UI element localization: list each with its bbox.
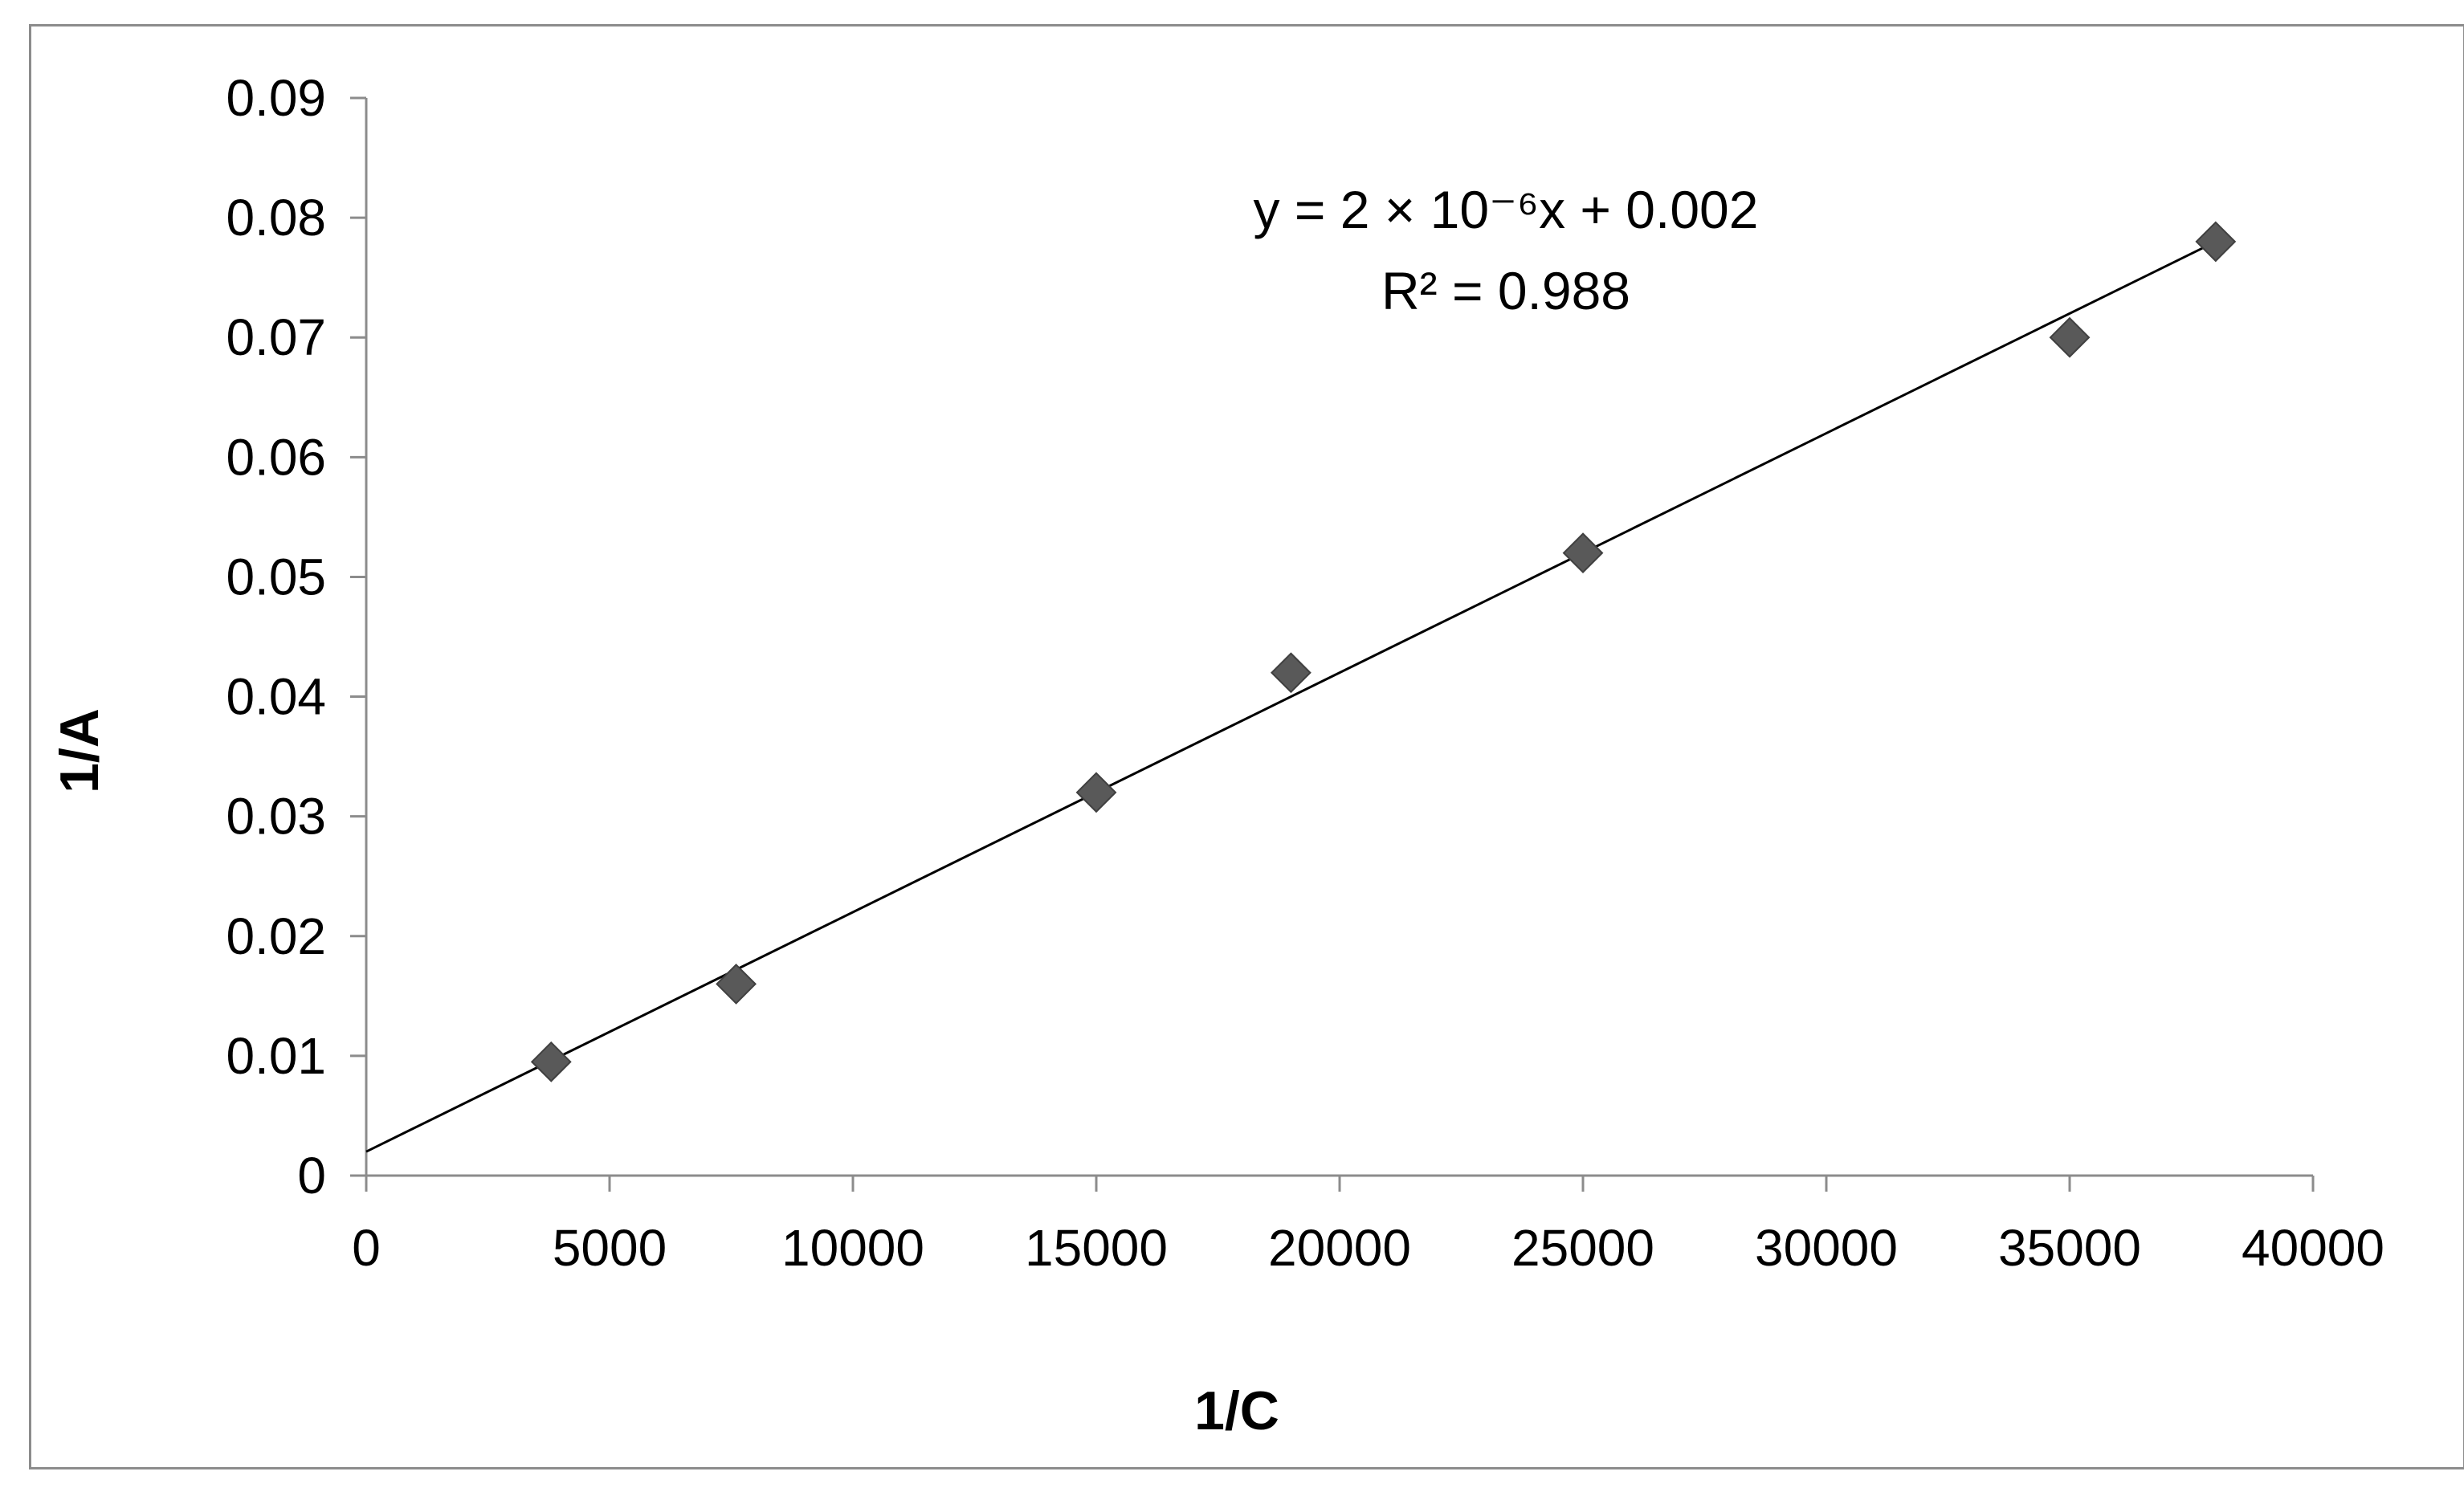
trendline-group (365, 240, 2217, 1153)
r-squared-label: R² = 0.988 (1381, 261, 1630, 320)
x-tick-label: 20000 (1268, 1219, 1411, 1277)
x-tick-label: 15000 (1025, 1219, 1168, 1277)
y-tick-label: 0.03 (226, 788, 326, 846)
y-tick-label: 0.02 (226, 907, 326, 965)
x-tick-label: 0 (352, 1219, 381, 1277)
data-point-marker (2195, 221, 2237, 263)
trendline-equation: y = 2 × 10⁻⁶x + 0.002 (1254, 180, 1759, 239)
y-tick-label: 0.07 (226, 308, 326, 366)
chart-frame (29, 24, 2464, 1469)
y-tick-label: 0.01 (226, 1027, 326, 1085)
data-points (530, 221, 2237, 1082)
y-tick-label: 0.04 (226, 668, 326, 726)
data-point-marker (716, 964, 757, 1005)
tick-marks (350, 96, 2315, 1192)
y-tick-label: 0.09 (226, 69, 326, 127)
y-axis-title: 1/A (49, 708, 110, 793)
y-tick-label: 0.06 (226, 428, 326, 486)
tick-labels: 0 5000 10000 15000 20000 25000 30000 35000 40000… (226, 69, 2384, 1277)
x-tick-label: 40000 (2242, 1219, 2384, 1277)
trendline (365, 240, 2217, 1153)
data-point-marker (1075, 772, 1117, 813)
x-tick-label: 5000 (553, 1219, 667, 1277)
data-point-marker (530, 1041, 572, 1082)
y-tick-label: 0 (297, 1147, 326, 1204)
data-point-marker (2049, 316, 2091, 358)
x-tick-label: 25000 (1511, 1219, 1654, 1277)
axes (365, 98, 2313, 1177)
x-tick-label: 35000 (1998, 1219, 2141, 1277)
x-axis-title: 1/C (1194, 1380, 1279, 1441)
x-tick-label: 10000 (781, 1219, 924, 1277)
y-tick-label: 0.05 (226, 548, 326, 605)
data-point-marker (1270, 652, 1312, 694)
x-tick-label: 30000 (1755, 1219, 1898, 1277)
data-point-marker (1562, 532, 1604, 574)
y-tick-label: 0.08 (226, 189, 326, 247)
